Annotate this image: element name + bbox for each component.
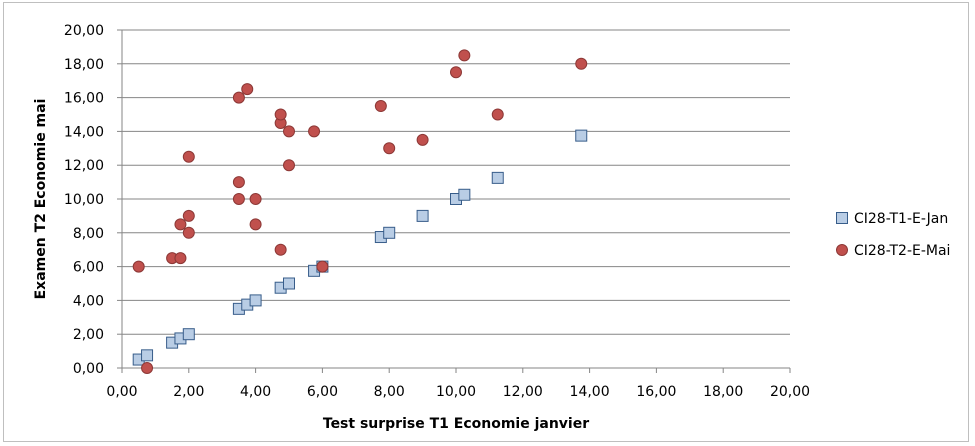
x-tick-label: 20,00	[770, 384, 810, 400]
data-point-circle	[182, 226, 195, 239]
data-point-square	[491, 171, 504, 184]
data-point-square	[182, 328, 195, 341]
data-point-circle	[232, 176, 245, 189]
data-point-circle	[249, 193, 262, 205]
axes	[117, 29, 791, 373]
data-point-square	[283, 277, 295, 290]
data-point-circle	[450, 66, 462, 79]
x-tick-label: 14,00	[570, 384, 610, 400]
y-tick-label: 20,00	[64, 23, 104, 39]
data-point-circle	[491, 108, 504, 121]
y-tick-label: 8,00	[73, 226, 104, 242]
x-tick-label: 16,00	[636, 384, 676, 400]
x-tick-label: 18,00	[703, 384, 743, 400]
x-tick-label: 8,00	[374, 384, 405, 400]
y-tick-label: 10,00	[64, 192, 104, 208]
data-point-circle	[308, 125, 321, 138]
x-tick-label: 12,00	[503, 384, 543, 400]
data-point-circle	[141, 362, 154, 374]
data-point-square	[416, 209, 429, 222]
y-axis-title: Examen T2 Economie mai	[33, 99, 49, 300]
y-tick-label: 12,00	[64, 158, 104, 174]
data-point-circle	[241, 83, 254, 96]
y-tick-labels: 0,00 2,00 4,00 6,00 8,00 10,00 12,00 14,00 16,00…	[64, 23, 104, 377]
data-point-circle	[316, 260, 329, 273]
data-point-circle	[374, 100, 387, 113]
x-tick-label: 0,00	[106, 384, 137, 400]
data-series	[132, 49, 588, 374]
legend: CI28-T1-E-Jan CI28-T2-E-Mai	[836, 211, 950, 259]
data-point-circle	[174, 252, 187, 265]
data-point-circle	[249, 218, 262, 231]
data-point-circle	[416, 133, 429, 146]
data-point-circle	[182, 209, 195, 222]
y-tick-label: 6,00	[73, 260, 104, 276]
x-tick-labels: 0,00 2,00 4,00 6,00 8,00 10,00 12,00 14,00 16,00…	[106, 384, 810, 400]
series-2	[132, 49, 588, 374]
data-point-square	[383, 226, 396, 239]
x-tick-label: 2,00	[173, 384, 204, 400]
x-tick-label: 6,00	[307, 384, 338, 400]
data-point-circle	[232, 193, 245, 205]
legend-label: CI28-T1-E-Jan	[854, 211, 948, 227]
data-point-square	[249, 294, 262, 307]
gridlines	[122, 29, 790, 335]
legend-label: CI28-T2-E-Mai	[854, 243, 950, 259]
x-tick-label: 10,00	[436, 384, 476, 400]
legend-marker-square	[836, 212, 848, 224]
data-point-square	[575, 129, 588, 142]
y-tick-label: 2,00	[73, 327, 104, 343]
data-point-circle	[458, 49, 471, 62]
data-point-circle	[182, 150, 195, 163]
data-point-square	[458, 188, 471, 201]
data-point-circle	[174, 218, 187, 231]
y-tick-label: 18,00	[64, 57, 104, 73]
data-point-circle	[283, 125, 295, 138]
y-tick-label: 16,00	[64, 91, 104, 107]
x-axis-title: Test surprise T1 Economie janvier	[323, 416, 589, 432]
data-point-circle	[232, 91, 245, 104]
chart-area	[3, 2, 969, 442]
data-point-circle	[283, 159, 295, 172]
y-tick-label: 0,00	[73, 361, 104, 377]
data-point-circle	[575, 57, 588, 70]
data-point-circle	[274, 108, 287, 121]
x-tick-label: 4,00	[240, 384, 271, 400]
data-point-circle	[132, 260, 145, 273]
y-tick-label: 4,00	[73, 293, 104, 309]
data-point-circle	[274, 243, 287, 256]
data-point-circle	[383, 142, 396, 155]
legend-marker-circle	[836, 244, 848, 256]
y-tick-label: 14,00	[64, 124, 104, 140]
data-point-square	[141, 349, 154, 362]
